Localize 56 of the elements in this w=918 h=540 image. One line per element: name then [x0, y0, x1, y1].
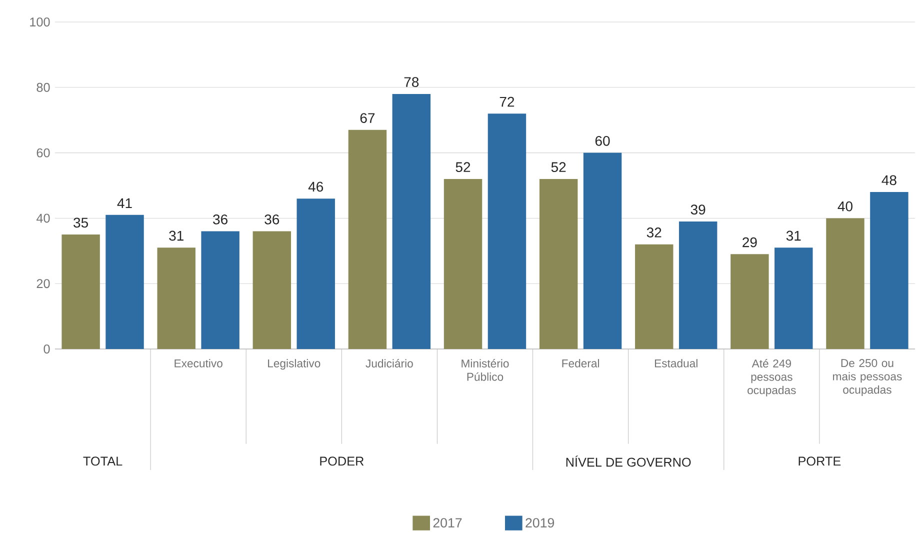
bar [296, 198, 335, 350]
bar [826, 218, 864, 350]
y-tick-label: 80 [36, 82, 50, 92]
bar [870, 192, 908, 350]
bar [62, 234, 100, 350]
bar [201, 231, 240, 350]
text: PORTE [798, 456, 841, 466]
data-label: 60 [595, 136, 610, 146]
bar [539, 178, 578, 350]
data-label: 35 [74, 218, 88, 228]
x-tick-label: Ministério Público [462, 359, 509, 381]
data-label: 72 [500, 96, 514, 107]
data-label: 48 [882, 175, 896, 186]
data-label: 78 [404, 77, 419, 88]
text: TOTAL [83, 456, 122, 466]
bar [252, 231, 292, 350]
text: NÍVEL DE GOVERNO [566, 456, 691, 467]
bar [774, 248, 813, 350]
legend-label: 2017 [433, 518, 462, 528]
x-tick-label: Federal [562, 359, 599, 368]
data-label: 31 [169, 230, 184, 241]
data-label: 46 [308, 182, 324, 192]
y-tick-label: 0 [44, 344, 50, 354]
text: PODER [320, 456, 364, 466]
data-label: 36 [264, 214, 280, 224]
bar [583, 152, 622, 350]
bar [444, 178, 482, 350]
data-label: 40 [838, 201, 852, 212]
bar [678, 221, 718, 350]
x-tick-label: Até 249 pessoas ocupadas [748, 359, 796, 396]
bar [635, 244, 674, 350]
bar [392, 94, 431, 350]
y-tick-label: 100 [30, 18, 50, 26]
bar [157, 248, 196, 350]
bar [730, 254, 769, 350]
data-label: 52 [551, 162, 566, 172]
y-tick-label: 60 [36, 148, 50, 158]
bar [348, 130, 387, 350]
y-tick-label: 40 [36, 214, 50, 223]
data-label: 31 [786, 230, 801, 241]
bar [488, 114, 526, 350]
data-label: 41 [117, 198, 132, 208]
x-tick-label: De 250 ou mais pessoas ocupadas [833, 359, 902, 396]
bar [106, 214, 144, 350]
data-label: 36 [213, 214, 228, 224]
data-label: 39 [690, 204, 706, 215]
x-tick-label: Estadual [654, 359, 698, 368]
data-label: 52 [456, 162, 470, 172]
x-tick-label: Executivo [174, 359, 222, 368]
data-label: 32 [646, 228, 662, 238]
data-label: 67 [360, 113, 375, 123]
data-label: 29 [742, 237, 757, 248]
x-tick-label: Judiciário [366, 359, 413, 368]
legend-label: 2019 [526, 518, 554, 528]
x-tick-label: Legislativo [268, 359, 320, 370]
y-tick-label: 20 [36, 279, 50, 288]
